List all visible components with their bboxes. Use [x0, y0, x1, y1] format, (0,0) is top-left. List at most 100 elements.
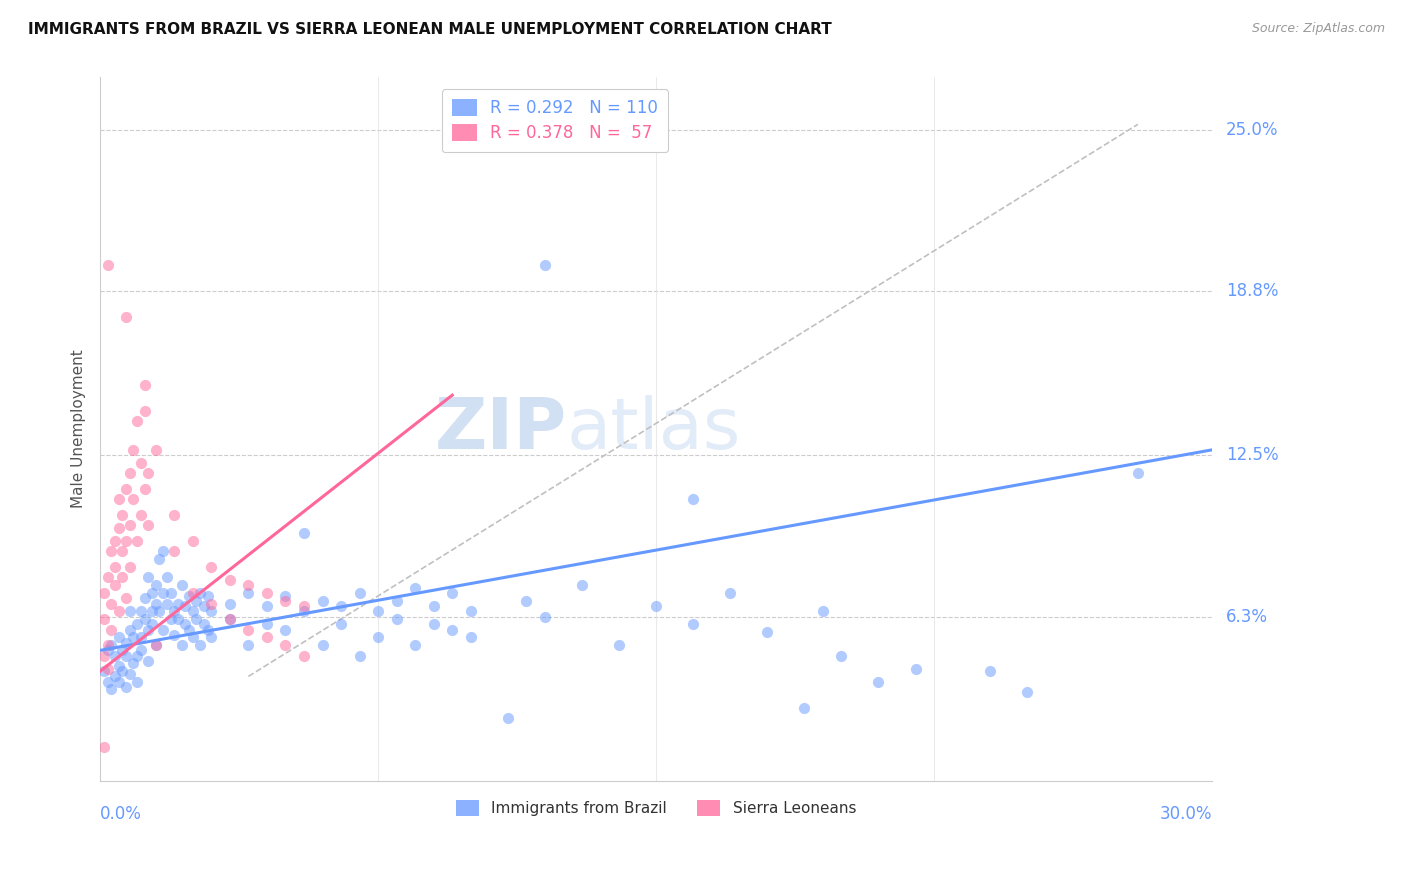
- Point: [156, 597, 179, 611]
- Point: [311, 638, 333, 652]
- Point: [571, 578, 593, 592]
- Point: [170, 578, 193, 592]
- Point: [238, 578, 260, 592]
- Text: 0.0%: 0.0%: [100, 805, 142, 823]
- Point: [188, 586, 211, 600]
- Point: [96, 674, 118, 689]
- Point: [118, 560, 141, 574]
- Point: [167, 612, 190, 626]
- Point: [148, 552, 170, 566]
- Point: [367, 631, 389, 645]
- Point: [93, 648, 115, 663]
- Point: [1126, 467, 1149, 481]
- Point: [145, 442, 167, 457]
- Point: [197, 623, 219, 637]
- Point: [311, 594, 333, 608]
- Text: atlas: atlas: [567, 394, 741, 464]
- Point: [152, 586, 174, 600]
- Point: [115, 648, 138, 663]
- Point: [96, 643, 118, 657]
- Point: [115, 310, 138, 324]
- Point: [170, 638, 193, 652]
- Point: [104, 669, 127, 683]
- Point: [129, 604, 152, 618]
- Point: [534, 609, 557, 624]
- Point: [156, 570, 179, 584]
- Point: [186, 612, 208, 626]
- Point: [141, 586, 163, 600]
- Point: [811, 604, 834, 618]
- Point: [93, 612, 115, 626]
- Point: [238, 586, 260, 600]
- Point: [607, 638, 630, 652]
- Point: [136, 467, 159, 481]
- Point: [127, 617, 149, 632]
- Point: [107, 674, 129, 689]
- Point: [134, 591, 156, 606]
- Point: [682, 492, 704, 507]
- Point: [134, 482, 156, 496]
- Point: [979, 664, 1001, 678]
- Point: [218, 573, 240, 587]
- Y-axis label: Male Unemployment: Male Unemployment: [72, 350, 86, 508]
- Point: [718, 586, 741, 600]
- Point: [181, 586, 204, 600]
- Point: [129, 631, 152, 645]
- Point: [134, 612, 156, 626]
- Point: [218, 612, 240, 626]
- Point: [136, 570, 159, 584]
- Point: [238, 623, 260, 637]
- Point: [111, 570, 134, 584]
- Point: [145, 638, 167, 652]
- Point: [385, 594, 408, 608]
- Point: [127, 648, 149, 663]
- Point: [218, 597, 240, 611]
- Point: [141, 604, 163, 618]
- Text: IMMIGRANTS FROM BRAZIL VS SIERRA LEONEAN MALE UNEMPLOYMENT CORRELATION CHART: IMMIGRANTS FROM BRAZIL VS SIERRA LEONEAN…: [28, 22, 832, 37]
- Point: [200, 604, 222, 618]
- Point: [111, 643, 134, 657]
- Point: [141, 617, 163, 632]
- Point: [682, 617, 704, 632]
- Point: [274, 638, 297, 652]
- Point: [100, 597, 122, 611]
- Point: [100, 544, 122, 558]
- Point: [145, 638, 167, 652]
- Point: [177, 589, 200, 603]
- Point: [163, 508, 186, 522]
- Point: [122, 657, 145, 671]
- Point: [163, 604, 186, 618]
- Point: [274, 594, 297, 608]
- Text: 30.0%: 30.0%: [1160, 805, 1212, 823]
- Point: [115, 680, 138, 694]
- Point: [115, 482, 138, 496]
- Point: [404, 581, 426, 595]
- Point: [181, 604, 204, 618]
- Point: [496, 711, 519, 725]
- Point: [256, 617, 278, 632]
- Point: [93, 586, 115, 600]
- Point: [107, 659, 129, 673]
- Point: [100, 682, 122, 697]
- Point: [292, 599, 315, 613]
- Point: [1015, 685, 1038, 699]
- Point: [118, 518, 141, 533]
- Point: [104, 560, 127, 574]
- Point: [238, 638, 260, 652]
- Point: [200, 597, 222, 611]
- Point: [129, 456, 152, 470]
- Text: 6.3%: 6.3%: [1226, 607, 1268, 625]
- Point: [163, 544, 186, 558]
- Point: [645, 599, 668, 613]
- Point: [122, 442, 145, 457]
- Point: [193, 617, 215, 632]
- Point: [174, 599, 197, 613]
- Point: [104, 648, 127, 663]
- Point: [129, 643, 152, 657]
- Point: [367, 604, 389, 618]
- Point: [104, 534, 127, 549]
- Text: ZIP: ZIP: [434, 394, 567, 464]
- Point: [330, 617, 353, 632]
- Point: [292, 648, 315, 663]
- Point: [292, 604, 315, 618]
